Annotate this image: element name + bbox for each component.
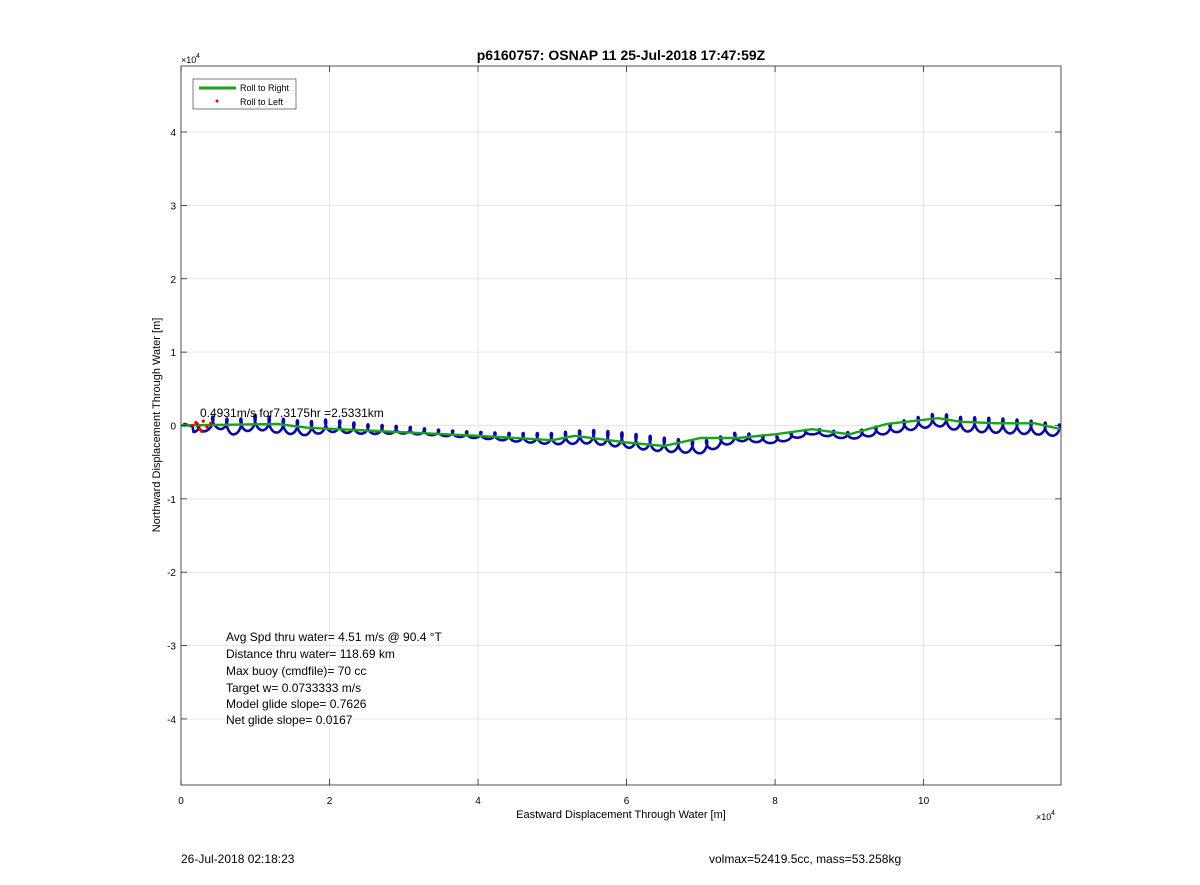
legend-swatch-roll-left: [215, 99, 219, 103]
roll-left-point: [200, 429, 204, 433]
x-exponent-base: ×10: [1036, 812, 1051, 822]
series-glider-track: [182, 412, 1062, 455]
roll-left-point: [201, 419, 205, 423]
y-tick-label: 4: [170, 128, 176, 139]
legend: Roll to Right Roll to Left: [192, 78, 297, 110]
x-tick-label: 8: [772, 796, 778, 807]
x-exponent-power: 4: [1051, 810, 1055, 817]
annotation-target-w: Target w= 0.0733333 m/s: [226, 681, 361, 695]
y-tick-label: 2: [170, 275, 176, 286]
legend-label-roll-left: Roll to Left: [240, 97, 284, 107]
y-tick-label: 0: [170, 422, 176, 433]
annotation-net-glide: Net glide slope= 0.0167: [226, 713, 353, 727]
footer-timestamp: 26-Jul-2018 02:18:23: [181, 852, 295, 866]
annotation-distance: Distance thru water= 118.69 km: [226, 647, 395, 661]
annotation-max-buoy: Max buoy (cmdfile)= 70 cc: [226, 664, 366, 678]
x-axis-label: Eastward Displacement Through Water [m]: [516, 809, 726, 821]
overlay-label: 0.4931m/s for7.3175hr =2.5331km: [200, 406, 384, 420]
roll-left-point: [205, 425, 209, 429]
y-tick-label: 3: [170, 201, 176, 212]
roll-left-point: [209, 421, 213, 425]
grid: [181, 66, 1061, 785]
x-exponent: ×10 4: [1036, 810, 1055, 822]
y-tick-label: -3: [167, 642, 176, 653]
roll-left-point: [195, 422, 199, 426]
y-tick-label: 1: [170, 348, 176, 359]
chart-title: p6160757: OSNAP 11 25-Jul-2018 17:47:59Z: [477, 47, 766, 63]
x-tick-label: 2: [327, 796, 333, 807]
annotation-model-glide: Model glide slope= 0.7626: [226, 697, 367, 711]
series-layer: [180, 412, 1062, 455]
legend-label-roll-right: Roll to Right: [240, 83, 290, 93]
y-tick-label: -1: [167, 495, 176, 506]
y-exponent-base: ×10: [181, 55, 196, 65]
stats-annotations: Avg Spd thru water= 4.51 m/s @ 90.4 °T D…: [226, 630, 443, 727]
x-tick-label: 4: [475, 796, 481, 807]
y-tick-label: -4: [167, 715, 176, 726]
ticks: 0 2 4 6 8 10 -4 -3 -2 -1 0 1 2 3 4: [167, 66, 1061, 807]
footer-mass-info: volmax=52419.5cc, mass=53.258kg: [709, 852, 902, 866]
y-axis-label: Northward Displacement Through Water [m]: [151, 318, 163, 533]
y-exponent: ×10 4: [181, 53, 200, 65]
roll-left-point: [197, 427, 202, 431]
x-tick-label: 6: [624, 796, 630, 807]
annotation-avg-speed: Avg Spd thru water= 4.51 m/s @ 90.4 °T: [226, 630, 443, 644]
y-exponent-power: 4: [196, 53, 200, 60]
roll-left-point: [190, 423, 194, 428]
series-roll-to-right: [180, 416, 1062, 448]
y-tick-label: -2: [167, 568, 176, 579]
x-tick-label: 10: [918, 796, 930, 807]
legend-box: [192, 78, 297, 110]
x-tick-label: 0: [178, 796, 184, 807]
